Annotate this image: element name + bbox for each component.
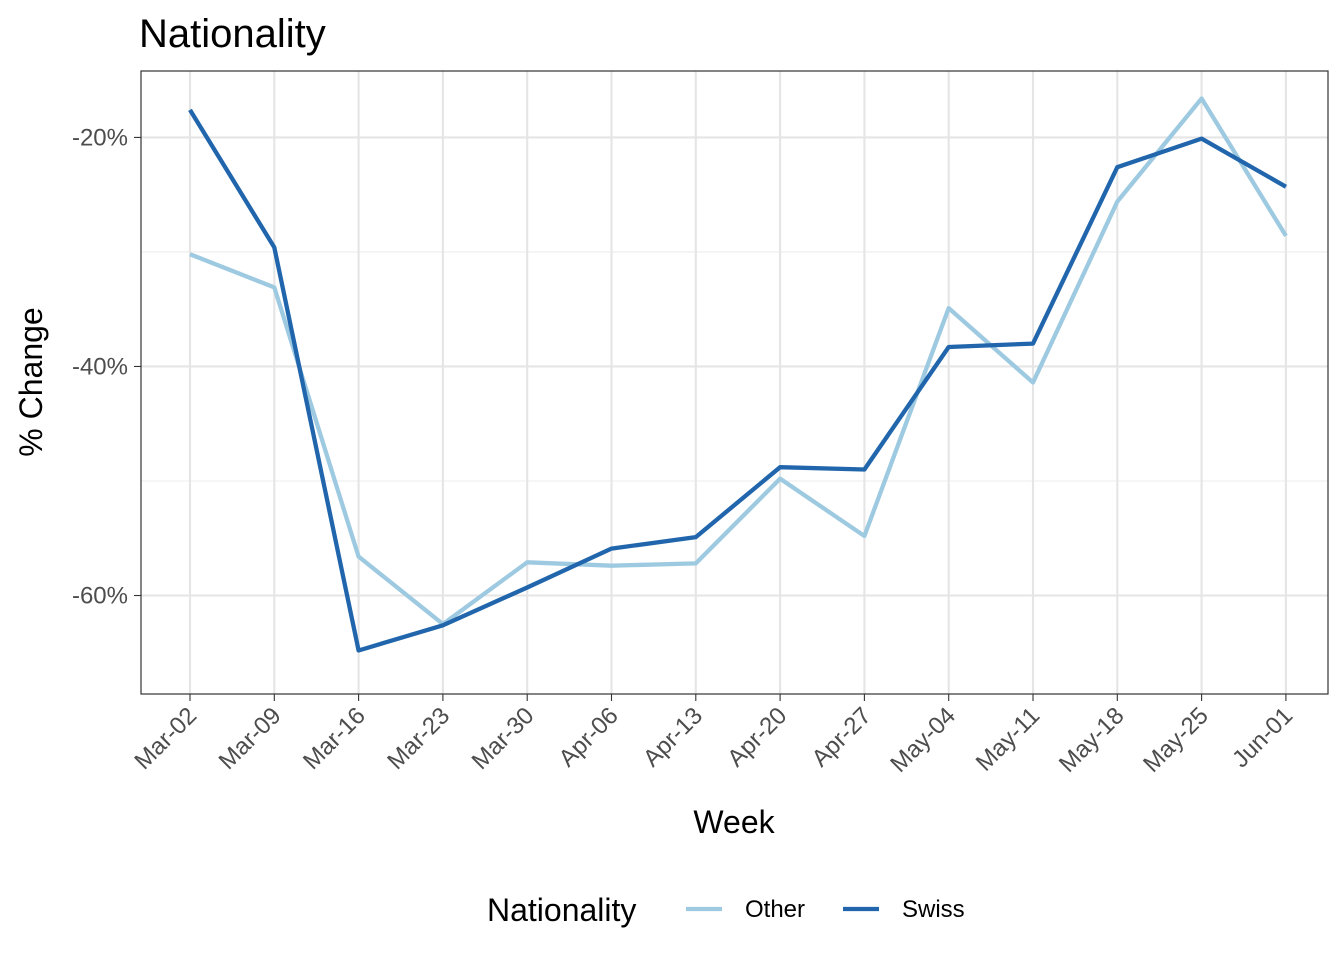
x-tick-label: Mar-23 bbox=[382, 702, 455, 775]
axis-ticks: -60% -40% -20% Mar-02 Mar-09 Mar-16 Mar-23 Mar-… bbox=[72, 124, 1298, 777]
x-tick-label: Mar-30 bbox=[467, 702, 540, 775]
legend-label-other: Other bbox=[745, 896, 805, 923]
y-tick-label: -60% bbox=[72, 583, 128, 610]
legend-title: Nationality bbox=[487, 892, 636, 928]
x-tick-label: May-04 bbox=[885, 702, 961, 778]
y-tick-label: -20% bbox=[72, 124, 128, 151]
x-tick-label: May-25 bbox=[1138, 702, 1214, 778]
x-tick-label: Apr-20 bbox=[722, 702, 792, 772]
series-line-other bbox=[189, 96, 1288, 627]
chart-title: Nationality bbox=[139, 12, 326, 56]
x-tick-label: Mar-16 bbox=[298, 702, 371, 775]
x-tick-label: May-18 bbox=[1054, 702, 1130, 778]
plot-panel-border bbox=[140, 70, 1329, 695]
series-layer bbox=[188, 96, 1288, 653]
x-tick-label: Apr-06 bbox=[554, 702, 624, 772]
legend: Nationality Other Swiss bbox=[487, 892, 965, 928]
grid bbox=[141, 71, 1328, 694]
x-axis-title: Week bbox=[693, 804, 775, 840]
legend-label-swiss: Swiss bbox=[902, 896, 965, 923]
y-tick-label: -40% bbox=[72, 353, 128, 380]
x-tick-label: May-11 bbox=[971, 702, 1045, 776]
x-tick-label: Jun-01 bbox=[1227, 702, 1298, 773]
x-tick-label: Apr-13 bbox=[638, 702, 708, 772]
y-axis-title: % Change bbox=[13, 307, 49, 456]
x-tick-label: Mar-09 bbox=[214, 702, 287, 775]
x-tick-label: Apr-27 bbox=[807, 702, 877, 772]
x-tick-label: Mar-02 bbox=[129, 702, 202, 775]
series-line-swiss bbox=[188, 108, 1287, 653]
